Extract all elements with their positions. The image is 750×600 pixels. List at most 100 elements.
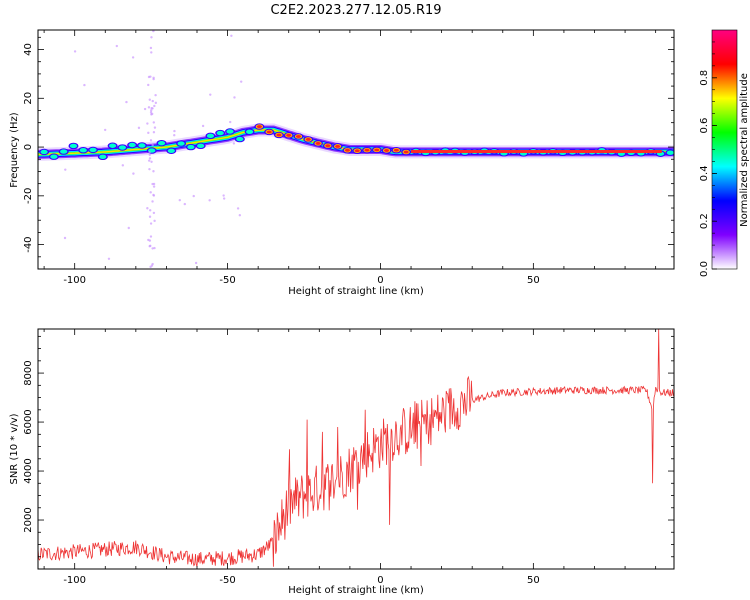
noise-dot [146, 122, 149, 125]
spectral-blob-peak [335, 144, 341, 148]
spectral-blob-core [50, 154, 58, 159]
noise-dot [152, 76, 155, 79]
spectral-blob-core [69, 143, 78, 149]
y-tick-label: -40 [23, 236, 34, 252]
y-tick-label: 8000 [23, 360, 34, 385]
spectral-blob-core [60, 149, 68, 154]
noise-dot [208, 199, 211, 202]
noise-dot [149, 191, 152, 194]
spectrogram-ylabel: Frequency (Hz) [9, 112, 20, 188]
y-tick-label: -20 [23, 188, 34, 204]
noise-dot [222, 194, 225, 197]
spectral-blob-peak [286, 133, 292, 137]
noise-dot [63, 236, 67, 240]
noise-dot [178, 198, 181, 202]
noise-dot [238, 214, 242, 217]
spectral-blob-core [109, 143, 117, 148]
y-tick-label: 40 [23, 43, 34, 56]
ridge-peak-band [411, 149, 662, 153]
spectral-blob-peak [393, 148, 399, 152]
noise-dot [153, 219, 156, 223]
noise-dot [233, 96, 236, 99]
spectral-blob-core [206, 133, 215, 139]
spectral-blob-core [157, 140, 166, 146]
spectrogram-ticks: -100 -50 0 50 -40 -20 0 20 40 [23, 30, 674, 286]
noise-dot [154, 93, 157, 97]
noise-dot [148, 153, 151, 157]
spectrogram-panel: -100 -50 0 50 -40 -20 0 20 40 Height of straight… [9, 29, 675, 297]
spectral-blob-peak [256, 125, 262, 129]
spectral-blob-core [245, 129, 254, 134]
noise-dot [149, 75, 152, 78]
noise-dot [153, 246, 156, 250]
noise-dot [148, 167, 151, 171]
spectrogram-xlabel: Height of straight line (km) [288, 286, 424, 297]
snr-ylabel: SNR (10 * v/v) [9, 413, 20, 484]
noise-dot [236, 207, 240, 210]
spectral-blob-core [118, 145, 126, 150]
colorbar-tick-label: 0.8 [699, 70, 710, 86]
noise-dot [153, 126, 157, 129]
spectral-blob-core [128, 142, 136, 148]
noise-dot [121, 164, 125, 167]
noise-dot [131, 56, 135, 59]
noise-dot [150, 113, 153, 116]
noise-dot [151, 107, 154, 110]
spectral-blob-core [187, 144, 195, 150]
spectral-blob-peak [325, 144, 331, 148]
noise-dot [147, 238, 150, 242]
noise-dot [149, 139, 153, 142]
spectral-blob-core [79, 147, 87, 153]
noise-dot [194, 261, 198, 265]
colorbar-ticks: 0.0 0.2 0.4 0.6 0.8 [699, 41, 717, 277]
colorbar-tick-label: 0.2 [699, 213, 710, 229]
noise-dot [173, 134, 176, 137]
colorbar-tick-label: 0.4 [699, 165, 710, 181]
noise-dot [148, 151, 151, 154]
spectral-blob-peak [383, 148, 390, 152]
spectrogram-frame [37, 29, 675, 270]
noise-dot [201, 124, 205, 128]
colorbar-tick-label: 0.6 [699, 118, 710, 134]
x-tick-label: 0 [377, 575, 383, 586]
noise-dot [127, 226, 130, 230]
noise-dot [209, 93, 212, 96]
spectral-blob-peak [354, 149, 360, 153]
noise-dot [153, 104, 156, 108]
x-tick-label: 0 [377, 275, 383, 286]
noise-dot [148, 157, 152, 160]
spectral-blob-core [236, 136, 244, 142]
noise-dot [222, 197, 226, 200]
colorbar: 0.0 0.2 0.4 0.6 0.8 Normalized spectral ampl… [699, 29, 750, 277]
noise-dot [149, 111, 153, 114]
x-tick-label: -100 [63, 575, 86, 586]
spectral-blob-peak [364, 148, 370, 152]
x-tick-label: 50 [527, 575, 540, 586]
y-tick-label: 2000 [23, 507, 34, 532]
spectral-blob-core [197, 143, 205, 149]
spectral-blob-peak [305, 137, 311, 141]
noise-dot [73, 50, 77, 53]
noise-dot [147, 106, 151, 109]
noise-dot [150, 51, 153, 54]
noise-dot [146, 207, 149, 210]
noise-dot [148, 98, 151, 101]
noise-dot [148, 209, 152, 212]
snr-series-line [38, 329, 674, 567]
noise-dot [152, 182, 156, 186]
noise-dot [150, 109, 153, 112]
noise-dot [150, 160, 153, 163]
chart-title: C2E2.2023.277.12.05.R19 [270, 3, 441, 18]
noise-dot [229, 120, 232, 124]
noise-dot [232, 142, 236, 145]
spectral-blob-core [40, 149, 48, 155]
noise-dot [143, 107, 147, 111]
snr-xlabel: Height of straight line (km) [288, 585, 424, 596]
noise-dot [151, 99, 154, 103]
noise-dot [152, 185, 156, 188]
colorbar-label: Normalized spectral amplitude [739, 73, 750, 227]
x-tick-label: -50 [219, 275, 235, 286]
snr-marks [38, 329, 674, 567]
spectral-blob-peak [266, 130, 272, 134]
